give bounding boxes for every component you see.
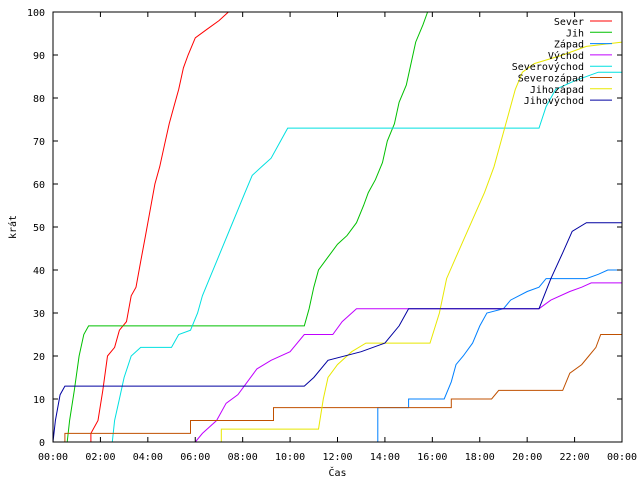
legend: SeverJihZápadVýchodSeverovýchodSeverozáp… bbox=[512, 17, 612, 107]
y-tick-label: 10 bbox=[33, 395, 45, 406]
y-tick-label: 0 bbox=[39, 438, 45, 449]
legend-label: Jih bbox=[566, 28, 584, 39]
series-line-7 bbox=[220, 41, 623, 442]
ticks-layer: 0 10 20 30 40 50 60 70 80 90 100 00:00 02:00 04:00 06:… bbox=[27, 8, 637, 463]
x-tick-label: 18:00 bbox=[465, 452, 495, 463]
y-tick-label: 60 bbox=[33, 180, 45, 191]
x-tick-label: 14:00 bbox=[370, 452, 400, 463]
series-line-6 bbox=[64, 334, 622, 442]
y-tick-label: 70 bbox=[33, 137, 45, 148]
x-tick-label: 12:00 bbox=[322, 452, 352, 463]
y-tick-label: 50 bbox=[33, 223, 45, 234]
x-tick-label: 02:00 bbox=[85, 452, 115, 463]
series-line-8 bbox=[52, 222, 622, 443]
x-tick-label: 20:00 bbox=[512, 452, 542, 463]
x-tick-label: 10:00 bbox=[275, 452, 305, 463]
x-tick-label: 00:00 bbox=[607, 452, 637, 463]
legend-label: Severovýchod bbox=[512, 61, 584, 73]
y-tick-label: 100 bbox=[27, 8, 45, 19]
series-line-2 bbox=[66, 11, 429, 443]
series-layer bbox=[52, 11, 623, 443]
legend-label: Sever bbox=[554, 17, 584, 28]
x-tick-label: 06:00 bbox=[180, 452, 210, 463]
y-axis-label: krát bbox=[7, 215, 19, 239]
legend-label: Jihovýchod bbox=[524, 95, 584, 107]
series-line-4 bbox=[194, 282, 622, 443]
y-tick-label: 90 bbox=[33, 51, 45, 62]
legend-label: Severozápad bbox=[518, 73, 584, 85]
x-tick-label: 08:00 bbox=[228, 452, 258, 463]
legend-label: Východ bbox=[548, 50, 584, 62]
x-tick-label: 00:00 bbox=[38, 452, 68, 463]
y-tick-label: 80 bbox=[33, 94, 45, 105]
y-tick-label: 40 bbox=[33, 266, 45, 277]
y-tick-label: 20 bbox=[33, 352, 45, 363]
series-line-5 bbox=[111, 71, 622, 443]
series-line-3 bbox=[377, 269, 622, 442]
x-tick-label: 16:00 bbox=[417, 452, 447, 463]
x-tick-label: 04:00 bbox=[133, 452, 163, 463]
legend-label: Jihozápad bbox=[530, 84, 584, 96]
legend-label: Západ bbox=[554, 39, 584, 51]
x-tick-label: 22:00 bbox=[560, 452, 590, 463]
series-line-1 bbox=[90, 11, 229, 442]
x-axis-label: Čas bbox=[328, 466, 346, 479]
y-tick-label: 30 bbox=[33, 309, 45, 320]
